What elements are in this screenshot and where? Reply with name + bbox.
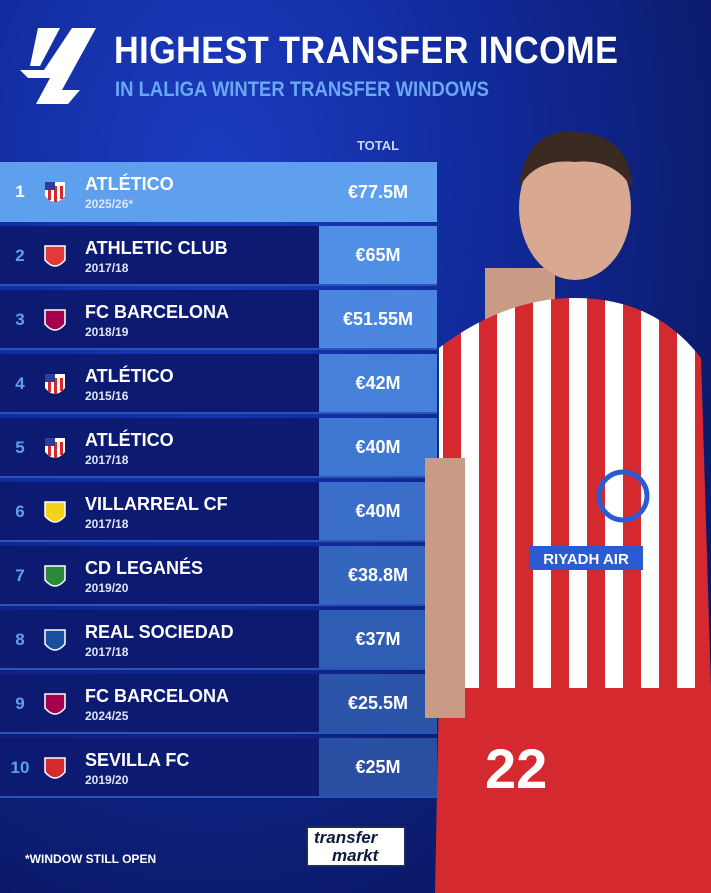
column-header-total: TOTAL	[356, 138, 400, 153]
leganes-crest-icon	[44, 565, 66, 587]
rank: 10	[10, 758, 30, 777]
atletico-crest-icon	[45, 374, 65, 394]
table-row: 10 SEVILLA FC 2019/20 €25M	[0, 738, 437, 798]
club-name: ATLÉTICO	[85, 366, 174, 386]
shirt-sponsor: RIYADH AIR	[543, 551, 629, 568]
total-value: €77.5M	[347, 182, 409, 202]
rank: 2	[15, 246, 25, 265]
villarreal-crest-icon	[44, 501, 66, 523]
page-title: HIGHEST TRANSFER INCOME	[114, 30, 619, 72]
club-name: ATLÉTICO	[85, 174, 174, 194]
table-row: 1 ATLÉTICO 2025/26* €77.5M	[0, 162, 437, 222]
total-value: €38.8M	[319, 546, 437, 604]
club-name: VILLARREAL CF	[85, 494, 228, 514]
barcelona-crest-icon	[44, 309, 66, 331]
club-name: CD LEGANÉS	[85, 558, 204, 578]
table-row: 3 FC BARCELONA 2018/19 €51.55M	[0, 290, 437, 350]
club-name: FC BARCELONA	[85, 302, 229, 322]
real-sociedad-crest-icon	[44, 629, 66, 651]
page-subtitle: IN LALIGA WINTER TRANSFER WINDOWS	[115, 78, 490, 101]
season: 2017/18	[85, 517, 129, 531]
shirt-number: 22	[485, 737, 547, 800]
club-name: FC BARCELONA	[85, 686, 229, 706]
season: 2018/19	[85, 325, 129, 339]
season: 2025/26*	[85, 197, 134, 211]
club-name: SEVILLA FC	[85, 750, 190, 770]
brand-line1: transfer	[314, 828, 378, 847]
table-row: 8 REAL SOCIEDAD 2017/18 €37M	[0, 610, 437, 670]
season: 2024/25	[85, 709, 129, 723]
table-row: 6 VILLARREAL CF 2017/18 €40M	[0, 482, 437, 542]
table-row: 2 ATHLETIC CLUB 2017/18 €65M	[0, 226, 437, 286]
footnote: *WINDOW STILL OPEN	[25, 852, 157, 866]
club-name: ATHLETIC CLUB	[85, 238, 228, 258]
rank: 8	[15, 630, 25, 649]
rank: 9	[15, 694, 25, 713]
club-name: REAL SOCIEDAD	[85, 622, 234, 642]
season: 2017/18	[85, 261, 129, 275]
brand-line2: markt	[332, 846, 379, 865]
sevilla-crest-icon	[44, 757, 66, 779]
rank: 1	[15, 182, 25, 201]
table-row: 5 ATLÉTICO 2017/18 €40M	[0, 418, 437, 478]
atletico-crest-icon	[45, 182, 65, 202]
season: 2015/16	[85, 389, 129, 403]
player-photo: RIYADH AIR 22	[425, 131, 711, 893]
season: 2017/18	[85, 453, 129, 467]
total-value: €37M	[319, 610, 437, 668]
laliga-logo	[20, 28, 96, 104]
total-value: €40M	[319, 482, 437, 540]
athletic-crest-icon	[44, 245, 66, 267]
barcelona-crest-icon	[44, 693, 66, 715]
season: 2019/20	[85, 773, 129, 787]
season: 2019/20	[85, 581, 129, 595]
rank: 5	[15, 438, 25, 457]
total-value: €65M	[319, 226, 437, 284]
atletico-crest-icon	[45, 438, 65, 458]
rank: 7	[15, 566, 25, 585]
total-value: €25M	[319, 738, 437, 796]
table-row: 4 ATLÉTICO 2015/16 €42M	[0, 354, 437, 414]
transfermarkt-logo: transfer markt	[306, 826, 406, 867]
total-value: €51.55M	[319, 290, 437, 348]
rank: 3	[15, 310, 25, 329]
rank: 6	[15, 502, 25, 521]
total-value: €25.5M	[319, 674, 437, 732]
total-value: €42M	[319, 354, 437, 412]
table-row: 9 FC BARCELONA 2024/25 €25.5M	[0, 674, 437, 734]
club-name: ATLÉTICO	[85, 430, 174, 450]
rank: 4	[15, 374, 25, 393]
season: 2017/18	[85, 645, 129, 659]
total-value: €40M	[319, 418, 437, 476]
table-row: 7 CD LEGANÉS 2019/20 €38.8M	[0, 546, 437, 606]
